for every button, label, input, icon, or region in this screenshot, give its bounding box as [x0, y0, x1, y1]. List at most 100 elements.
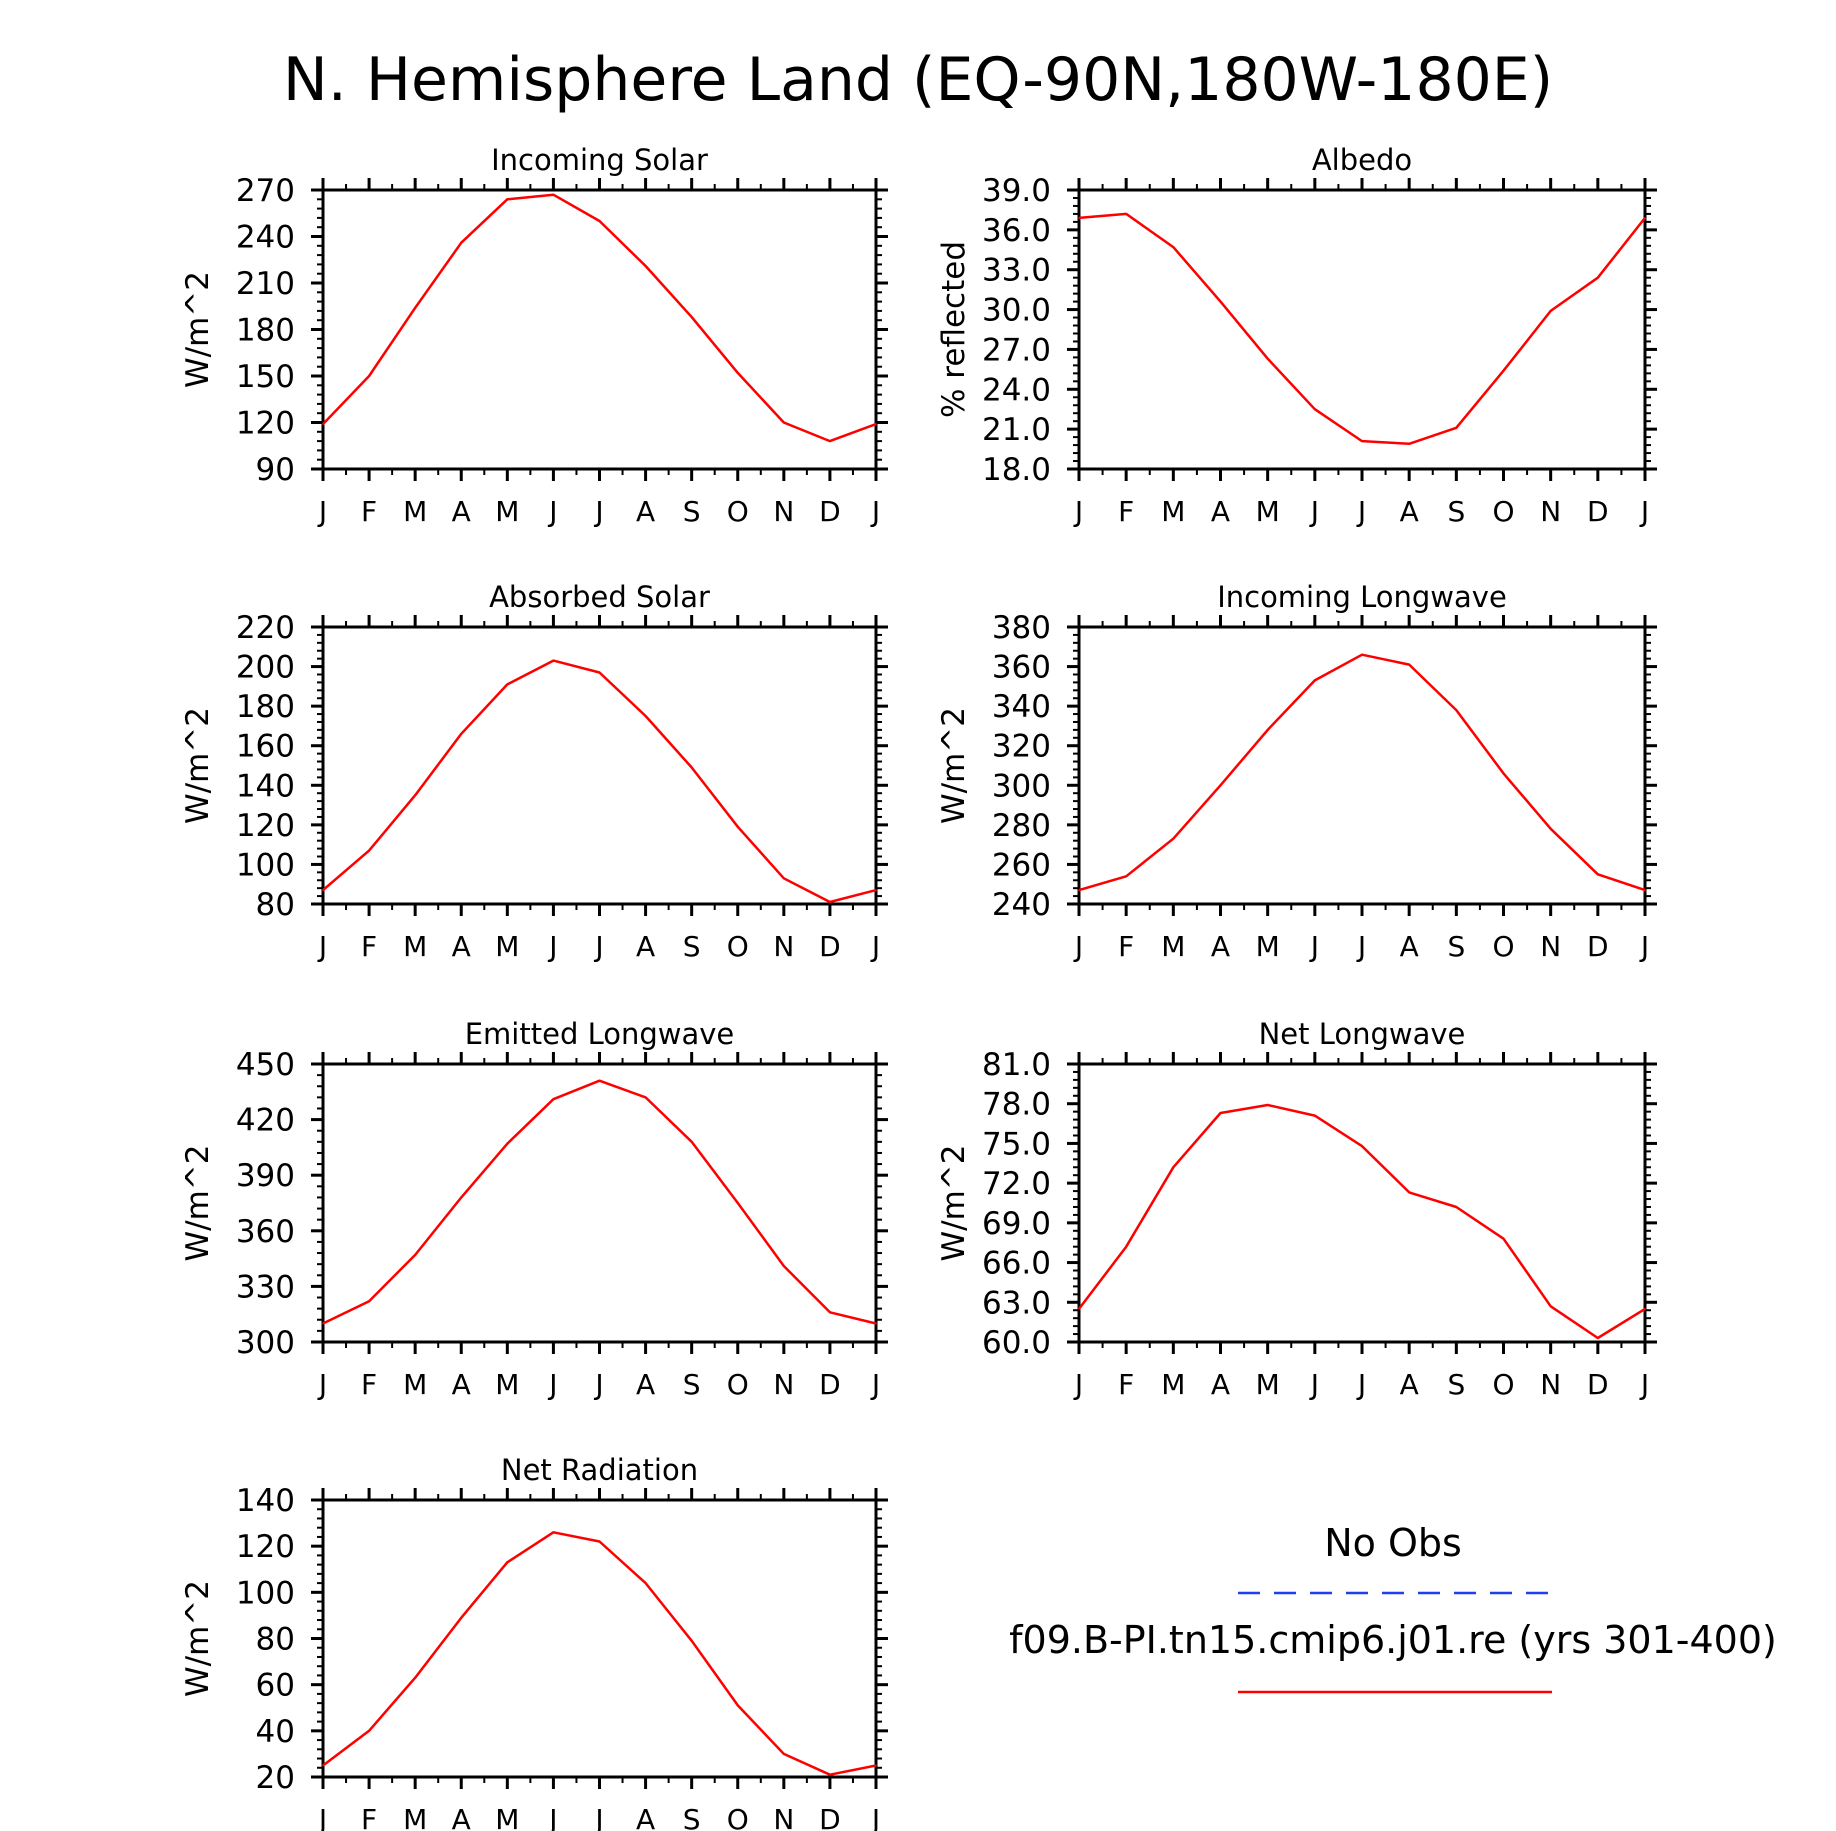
data-point	[1408, 1191, 1410, 1194]
data-point	[598, 1540, 601, 1543]
x-tick-label: O	[1492, 1368, 1514, 1401]
data-point	[460, 1196, 463, 1199]
x-tick-label: M	[495, 930, 519, 963]
y-tick-label: 280	[992, 808, 1051, 844]
data-point	[368, 849, 370, 852]
x-tick-label: F	[1118, 930, 1134, 963]
x-tick-label: M	[1256, 1368, 1280, 1401]
y-tick-label: 240	[236, 220, 295, 256]
y-tick-label: 360	[992, 650, 1051, 686]
y-tick-label: 81.0	[982, 1047, 1051, 1083]
x-tick-label: A	[452, 930, 471, 963]
data-point	[552, 659, 555, 662]
x-tick-label: A	[452, 1368, 471, 1401]
data-point	[1361, 440, 1363, 442]
data-point	[875, 1322, 877, 1325]
y-tick-label: 420	[236, 1103, 295, 1139]
data-point	[1266, 357, 1269, 360]
x-tick-label: J	[593, 930, 603, 963]
data-point	[1219, 300, 1222, 303]
x-tick-label: M	[495, 495, 519, 528]
y-tick-label: 75.0	[982, 1126, 1051, 1162]
y-tick-label: 270	[236, 173, 295, 209]
y-tick-label: 300	[992, 768, 1051, 804]
plot-frame	[1077, 1062, 1647, 1344]
data-point	[1314, 679, 1316, 682]
x-tick-label: J	[593, 1803, 603, 1831]
x-tick-label: M	[1161, 1368, 1185, 1401]
data-point	[1172, 837, 1175, 840]
x-tick-label: A	[1400, 1368, 1419, 1401]
x-tick-label: J	[1073, 1368, 1083, 1401]
y-axis-label: W/m^2	[180, 707, 216, 824]
panel-incoming-solar: J F M A M J J A S O N D J90120150180210240270Incomin…	[180, 143, 888, 528]
panel-title: Albedo	[1312, 143, 1412, 177]
data-point	[783, 1265, 785, 1267]
x-tick-label: F	[361, 1368, 377, 1401]
x-tick-label: J	[870, 495, 880, 528]
y-tick-label: 140	[236, 1483, 295, 1519]
legend: No Obs f09.B-PI.tn15.cmip6.j01.re (yrs 3…	[1009, 1521, 1777, 1694]
x-tick-label: J	[547, 1803, 557, 1831]
series-line	[1078, 1103, 1646, 1340]
y-tick-label: 100	[236, 847, 295, 883]
series-line	[322, 659, 877, 904]
data-point	[1644, 217, 1646, 219]
data-point	[1644, 1308, 1646, 1310]
data-point	[368, 375, 370, 377]
data-point	[1549, 828, 1552, 830]
data-point	[368, 1730, 370, 1732]
x-tick-label: S	[1447, 930, 1465, 963]
legend-obs-label: No Obs	[1324, 1521, 1462, 1565]
y-tick-label: 20	[256, 1760, 295, 1796]
x-tick-label: F	[361, 1803, 377, 1831]
data-point	[644, 715, 647, 717]
data-point	[1408, 442, 1410, 445]
data-point	[552, 1098, 555, 1101]
data-point	[1455, 427, 1458, 429]
panel-albedo: J F M A M J J A S O N D J18.021.024.027.030.033.036.…	[936, 143, 1657, 528]
y-tick-label: 210	[236, 266, 295, 302]
plot-frame	[321, 1062, 878, 1344]
x-tick-label: D	[1587, 1368, 1609, 1401]
data-point	[1361, 653, 1363, 656]
y-tick-label: 300	[236, 1325, 295, 1361]
x-tick-label: A	[452, 1803, 471, 1831]
y-tick-label: 180	[236, 689, 295, 725]
data-point	[783, 877, 785, 880]
data-point	[506, 1142, 509, 1145]
data-point	[690, 766, 693, 769]
data-point	[1078, 217, 1080, 219]
x-tick-label: A	[452, 495, 471, 528]
y-tick-label: 260	[992, 847, 1051, 883]
x-tick-label: M	[1161, 930, 1185, 963]
x-tick-label: O	[727, 930, 749, 963]
y-tick-label: 330	[236, 1269, 295, 1305]
series-line	[322, 193, 877, 443]
plot-frame	[1077, 625, 1647, 906]
panel-title: Net Radiation	[501, 1453, 698, 1487]
x-tick-label: J	[1639, 1368, 1649, 1401]
x-tick-label: M	[403, 1803, 427, 1831]
data-point	[1219, 784, 1222, 787]
x-tick-label: J	[317, 1368, 327, 1401]
y-tick-label: 100	[236, 1575, 295, 1611]
x-tick-label: J	[593, 1368, 603, 1401]
y-tick-label: 21.0	[982, 412, 1051, 448]
x-tick-label: J	[1309, 495, 1319, 528]
data-point	[829, 901, 831, 903]
x-tick-label: O	[727, 1803, 749, 1831]
y-tick-label: 140	[236, 768, 295, 804]
data-point	[644, 1582, 647, 1584]
x-tick-label: F	[1118, 1368, 1134, 1401]
x-tick-label: D	[819, 495, 841, 528]
data-point	[598, 1079, 601, 1082]
data-point	[460, 733, 463, 735]
data-point	[598, 671, 601, 674]
x-tick-label: S	[683, 1368, 701, 1401]
plot-frame	[1077, 188, 1647, 471]
series-line	[1078, 212, 1646, 446]
y-tick-label: 27.0	[982, 332, 1051, 368]
x-tick-label: J	[1639, 930, 1649, 963]
data-point	[1314, 408, 1316, 411]
